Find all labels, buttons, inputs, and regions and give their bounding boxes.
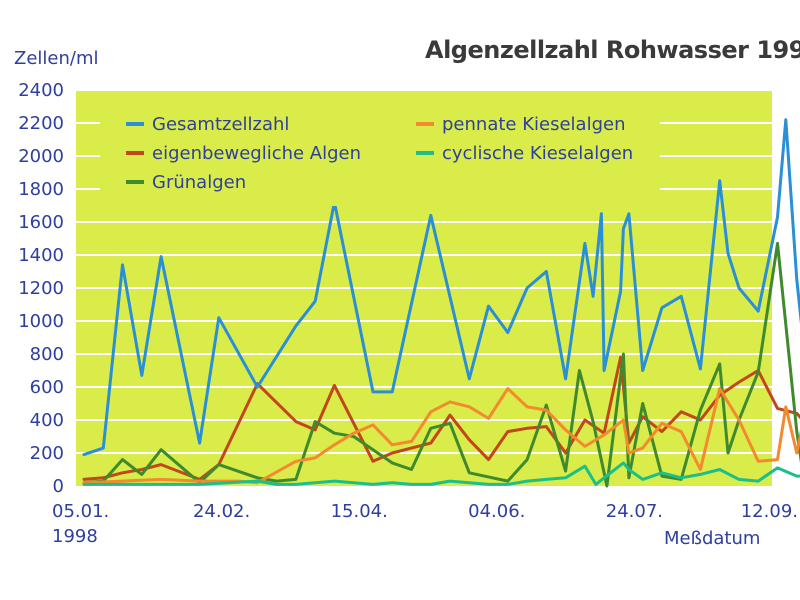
- y-tick-label: 200: [30, 443, 64, 464]
- y-tick-label: 1400: [18, 245, 64, 266]
- y-tick-label: 1200: [18, 278, 64, 299]
- y-tick-label: 600: [30, 377, 64, 398]
- y-tick-label: 800: [30, 344, 64, 365]
- x-tick-labels: 05.01. 24.02. 15.04. 04.06. 24.07. 12.09.: [52, 501, 798, 522]
- legend-label: eigenbewegliche Algen: [152, 143, 361, 164]
- y-tick-label: 2000: [18, 146, 64, 167]
- legend-label: cyclische Kieselalgen: [442, 143, 633, 164]
- y-tick-label: 2200: [18, 113, 64, 134]
- legend-box: [100, 104, 660, 206]
- y-tick-label: 1600: [18, 212, 64, 233]
- y-tick-labels: 0 200 400 600 800 1000 1200 1400 1600 1800 2000 220…: [18, 80, 64, 497]
- y-tick-label: 0: [53, 476, 64, 497]
- x-tick-label: 24.07.: [606, 501, 663, 522]
- y-axis-label: Zellen/ml: [14, 48, 99, 69]
- x-tick-label: 12.09.: [741, 501, 798, 522]
- x-tick-label: 04.06.: [468, 501, 525, 522]
- legend-label: pennate Kieselalgen: [442, 114, 625, 135]
- legend-label: Grünalgen: [152, 172, 246, 193]
- x-tick-label: 05.01.: [52, 501, 109, 522]
- legend-label: Gesamtzellzahl: [152, 114, 289, 135]
- series-line-gesamtzellzahl: [82, 118, 800, 457]
- legend: Gesamtzellzahl eigenbewegliche Algen Grüna…: [100, 104, 660, 206]
- series-line-cyclische-kieselalgen: [82, 461, 800, 486]
- series-line-pennate-kieselalgen: [82, 387, 800, 485]
- series-line-grünalgen: [82, 241, 800, 488]
- x-tick-label: 24.02.: [193, 501, 250, 522]
- y-tick-label: 1800: [18, 179, 64, 200]
- y-tick-label: 2400: [18, 80, 64, 101]
- series-lines: [82, 118, 800, 488]
- chart-title: Algenzellzahl Rohwasser 1998: [425, 36, 800, 64]
- x-axis-label: Meßdatum: [664, 528, 761, 549]
- y-tick-label: 400: [30, 410, 64, 431]
- x-tick-label: 15.04.: [331, 501, 388, 522]
- y-tick-label: 1000: [18, 311, 64, 332]
- x-axis-year-note: 1998: [52, 526, 98, 547]
